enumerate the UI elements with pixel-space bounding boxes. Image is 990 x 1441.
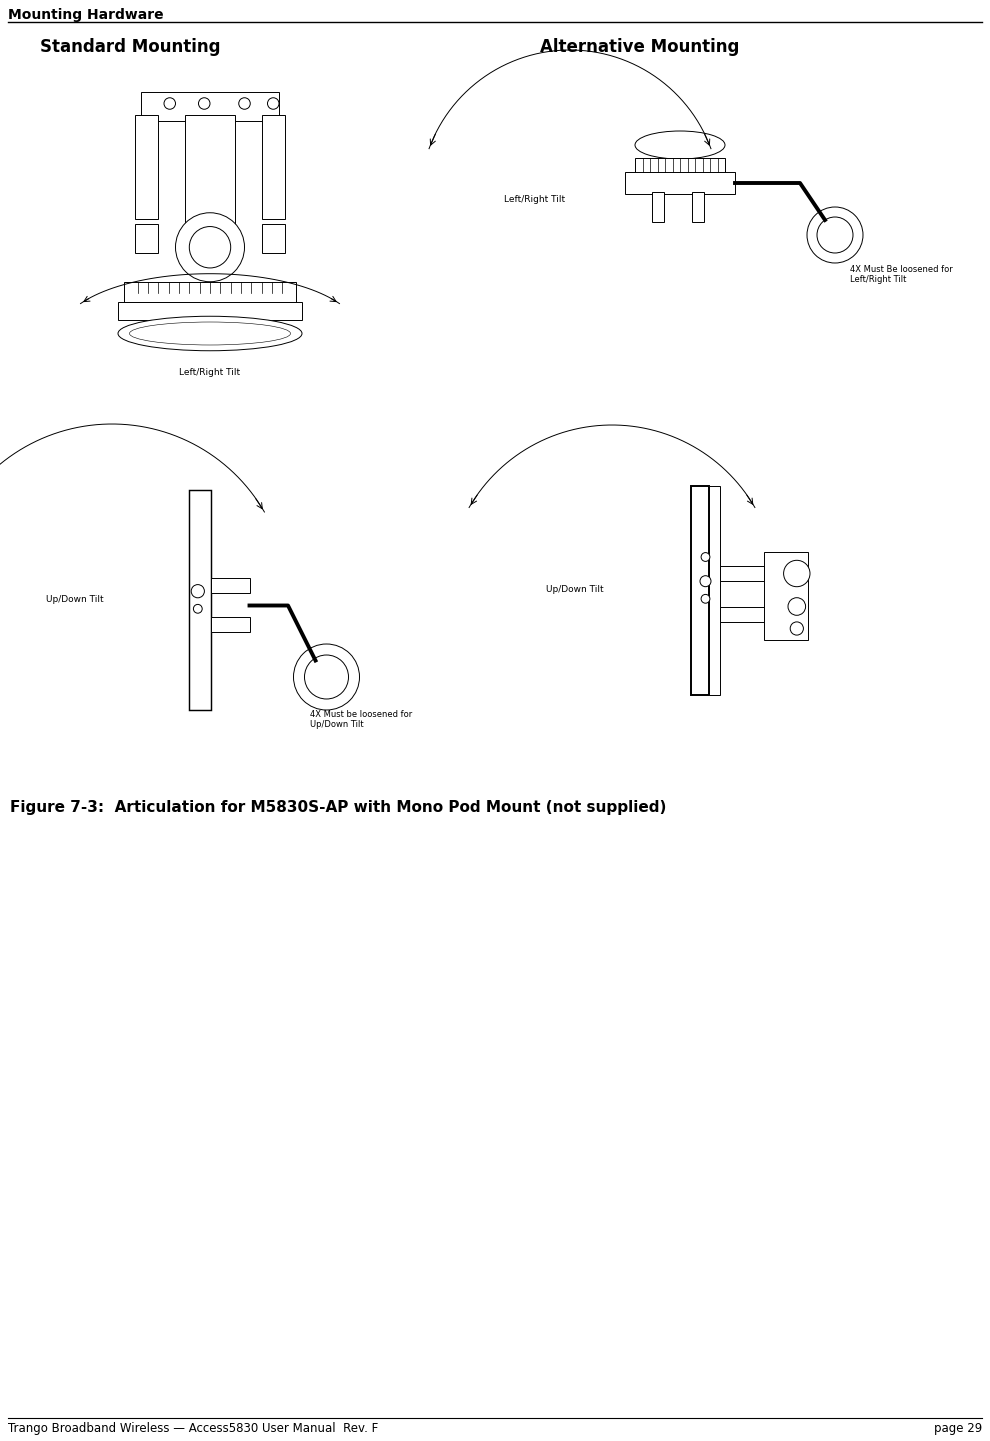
Circle shape: [790, 623, 804, 635]
FancyBboxPatch shape: [692, 192, 704, 222]
Circle shape: [239, 98, 250, 110]
Text: 4X Must be loosened for
Up/Down Tilt: 4X Must be loosened for Up/Down Tilt: [310, 710, 412, 729]
Circle shape: [191, 585, 204, 598]
Circle shape: [199, 98, 210, 110]
Text: Up/Down Tilt: Up/Down Tilt: [545, 585, 603, 595]
FancyBboxPatch shape: [136, 225, 158, 254]
FancyBboxPatch shape: [764, 552, 808, 640]
Circle shape: [164, 98, 175, 110]
Circle shape: [267, 98, 279, 110]
FancyBboxPatch shape: [635, 159, 725, 174]
Circle shape: [788, 598, 806, 615]
Text: 4X Must Be loosened for
Left/Right Tilt: 4X Must Be loosened for Left/Right Tilt: [850, 265, 952, 284]
Circle shape: [701, 552, 710, 562]
FancyBboxPatch shape: [625, 171, 735, 195]
Circle shape: [305, 656, 348, 699]
Circle shape: [701, 594, 710, 604]
Text: page 29: page 29: [934, 1422, 982, 1435]
FancyBboxPatch shape: [709, 486, 720, 695]
Text: Alternative Mounting: Alternative Mounting: [541, 37, 740, 56]
Circle shape: [175, 213, 245, 282]
FancyBboxPatch shape: [652, 192, 664, 222]
FancyBboxPatch shape: [185, 115, 236, 231]
Text: Mounting Hardware: Mounting Hardware: [8, 9, 163, 22]
Circle shape: [193, 604, 202, 614]
Circle shape: [293, 644, 359, 710]
FancyBboxPatch shape: [261, 115, 285, 219]
Text: Left/Right Tilt: Left/Right Tilt: [179, 367, 241, 378]
FancyBboxPatch shape: [136, 115, 158, 219]
Ellipse shape: [130, 321, 290, 344]
FancyBboxPatch shape: [118, 303, 302, 320]
FancyBboxPatch shape: [211, 578, 249, 594]
Text: Figure 7-3:  Articulation for M5830S-AP with Mono Pod Mount (not supplied): Figure 7-3: Articulation for M5830S-AP w…: [10, 800, 666, 816]
Ellipse shape: [640, 135, 720, 156]
Text: Trango Broadband Wireless — Access5830 User Manual  Rev. F: Trango Broadband Wireless — Access5830 U…: [8, 1422, 378, 1435]
Ellipse shape: [118, 316, 302, 350]
Circle shape: [700, 576, 711, 586]
FancyBboxPatch shape: [124, 282, 296, 303]
FancyBboxPatch shape: [189, 490, 211, 710]
Circle shape: [807, 208, 863, 264]
FancyBboxPatch shape: [691, 486, 709, 695]
FancyBboxPatch shape: [720, 607, 764, 623]
FancyBboxPatch shape: [141, 92, 279, 121]
Ellipse shape: [635, 131, 725, 159]
Text: Standard Mounting: Standard Mounting: [40, 37, 220, 56]
FancyBboxPatch shape: [720, 566, 764, 581]
FancyBboxPatch shape: [211, 617, 249, 633]
Text: Left/Right Tilt: Left/Right Tilt: [504, 196, 565, 205]
Circle shape: [817, 218, 853, 254]
Circle shape: [189, 226, 231, 268]
Text: Up/Down Tilt: Up/Down Tilt: [46, 595, 103, 605]
Circle shape: [784, 561, 810, 586]
FancyBboxPatch shape: [261, 225, 285, 254]
